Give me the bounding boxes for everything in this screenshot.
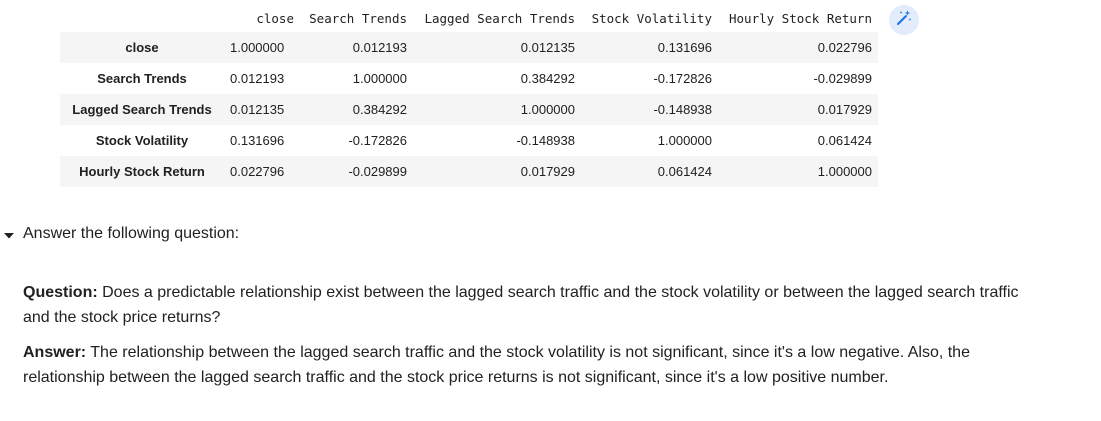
table-cell: 0.022796 — [817, 40, 872, 55]
table-row: Stock Volatility 0.131696 -0.172826 -0.1… — [60, 125, 878, 156]
row-header: Search Trends — [97, 71, 187, 86]
row-header: Stock Volatility — [95, 133, 189, 148]
table-cell: 0.012193 — [352, 40, 407, 55]
table-cell: 0.012193 — [230, 71, 285, 86]
row-header: close — [125, 40, 159, 55]
table-cell: -0.029899 — [813, 71, 872, 86]
row-header: Hourly Stock Return — [79, 164, 205, 179]
table-cell: 0.131696 — [230, 133, 285, 148]
table-cell: 1.000000 — [657, 133, 712, 148]
section-heading: Answer the following question: — [23, 225, 240, 242]
table-corner-cell — [60, 4, 224, 32]
table-header-row: close Search Trends Lagged Search Trends… — [60, 4, 878, 32]
column-header: Lagged Search Trends — [424, 10, 575, 26]
table-cell: 0.017929 — [817, 102, 872, 117]
question-text: Does a predictable relationship exist be… — [23, 284, 1019, 326]
column-header: Search Trends — [309, 10, 407, 26]
table-cell: 0.061424 — [817, 133, 872, 148]
question-label: Question: — [23, 284, 98, 301]
section-collapse-toggle[interactable] — [2, 229, 16, 241]
column-header: close — [256, 10, 294, 26]
table-cell: -0.029899 — [348, 164, 407, 179]
table-cell: -0.172826 — [348, 133, 407, 148]
column-header: Stock Volatility — [591, 10, 712, 26]
dataframe-output: close Search Trends Lagged Search Trends… — [60, 4, 878, 187]
column-header: Hourly Stock Return — [729, 10, 872, 26]
table-cell: -0.148938 — [653, 102, 712, 117]
answer-paragraph: Answer: The relationship between the lag… — [23, 340, 1043, 390]
caret-down-icon — [2, 229, 16, 246]
table-cell: 0.384292 — [352, 102, 407, 117]
table-cell: 0.022796 — [230, 164, 285, 179]
table-row: Search Trends 0.012193 1.000000 0.384292… — [60, 63, 878, 94]
correlation-table: close Search Trends Lagged Search Trends… — [60, 4, 878, 187]
table-cell: 0.017929 — [520, 164, 575, 179]
row-header: Lagged Search Trends — [72, 102, 212, 117]
answer-text: The relationship between the lagged sear… — [23, 344, 970, 386]
table-row: Hourly Stock Return 0.022796 -0.029899 0… — [60, 156, 878, 187]
table-cell: 1.000000 — [817, 164, 872, 179]
question-paragraph: Question: Does a predictable relationshi… — [23, 280, 1043, 330]
magic-wand-button[interactable] — [889, 5, 919, 35]
table-cell: 0.384292 — [520, 71, 575, 86]
table-cell: 0.012135 — [230, 102, 285, 117]
magic-wand-icon — [895, 9, 913, 32]
table-cell: 1.000000 — [230, 40, 285, 55]
table-cell: 0.012135 — [520, 40, 575, 55]
table-cell: 1.000000 — [520, 102, 575, 117]
table-cell: 1.000000 — [352, 71, 407, 86]
table-cell: 0.131696 — [657, 40, 712, 55]
table-cell: 0.061424 — [657, 164, 712, 179]
table-row: Lagged Search Trends 0.012135 0.384292 1… — [60, 94, 878, 125]
table-cell: -0.148938 — [516, 133, 575, 148]
table-row: close 1.000000 0.012193 0.012135 0.13169… — [60, 32, 878, 63]
answer-label: Answer: — [23, 344, 87, 361]
table-cell: -0.172826 — [653, 71, 712, 86]
